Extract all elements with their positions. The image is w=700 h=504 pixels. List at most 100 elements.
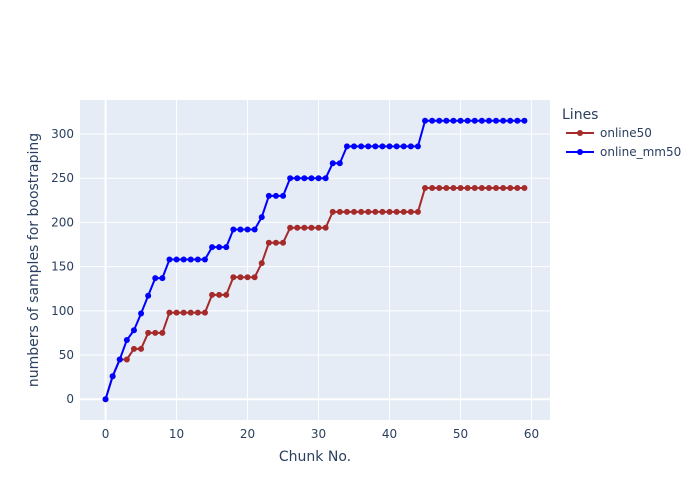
data-point <box>258 214 265 221</box>
legend-marker <box>577 149 583 155</box>
data-point <box>230 274 237 281</box>
data-point <box>500 117 507 124</box>
data-point <box>194 309 201 316</box>
data-point <box>251 226 258 233</box>
data-point <box>308 175 315 182</box>
data-point <box>351 208 358 215</box>
data-point <box>230 226 237 233</box>
data-point <box>365 208 372 215</box>
data-point <box>272 239 279 246</box>
data-point <box>429 117 436 124</box>
data-point <box>400 143 407 150</box>
data-point <box>386 208 393 215</box>
data-point <box>329 208 336 215</box>
data-point <box>237 226 244 233</box>
data-point <box>379 143 386 150</box>
x-tick-label: 30 <box>311 427 326 441</box>
data-point <box>287 224 294 231</box>
data-point <box>322 224 329 231</box>
data-point <box>130 327 137 334</box>
data-point <box>152 275 159 282</box>
data-point <box>429 184 436 191</box>
plot-area-background <box>80 100 550 420</box>
data-point <box>329 160 336 167</box>
legend-items: online50 online_mm50 <box>566 126 681 159</box>
data-point <box>457 184 464 191</box>
data-point <box>194 256 201 263</box>
data-point <box>393 143 400 150</box>
data-point <box>379 208 386 215</box>
data-point <box>478 184 485 191</box>
data-point <box>308 224 315 231</box>
legend-title: Lines <box>562 107 598 123</box>
x-tick-label: 20 <box>240 427 255 441</box>
data-point <box>336 208 343 215</box>
data-point <box>301 175 308 182</box>
data-point <box>209 291 216 298</box>
series-online_mm50 <box>102 117 528 403</box>
data-point <box>123 356 130 363</box>
data-point <box>116 356 123 363</box>
x-tick-label: 10 <box>169 427 184 441</box>
data-point <box>173 256 180 263</box>
data-point <box>365 143 372 150</box>
data-point <box>166 256 173 263</box>
data-point <box>443 184 450 191</box>
x-tick-label: 60 <box>524 427 539 441</box>
data-point <box>407 143 414 150</box>
legend: Lines online50 online_mm50 <box>562 107 681 159</box>
data-point <box>422 117 429 124</box>
data-point <box>521 184 528 191</box>
data-point <box>485 184 492 191</box>
legend-marker <box>577 130 583 136</box>
data-point <box>436 117 443 124</box>
x-tick-label: 0 <box>102 427 110 441</box>
data-point <box>336 160 343 167</box>
data-point <box>315 175 322 182</box>
series-online50 <box>102 184 528 403</box>
data-point <box>244 274 251 281</box>
series-layer <box>102 117 528 403</box>
data-point <box>358 208 365 215</box>
y-tick-label: 150 <box>51 260 74 274</box>
data-point <box>145 329 152 336</box>
x-tick-label: 40 <box>382 427 397 441</box>
data-point <box>138 310 145 317</box>
y-tick-label: 0 <box>66 392 74 406</box>
data-point <box>315 224 322 231</box>
y-tick-label: 100 <box>51 304 74 318</box>
legend-label: online_mm50 <box>600 145 681 159</box>
y-tick-label: 200 <box>51 215 74 229</box>
data-point <box>138 345 145 352</box>
data-point <box>351 143 358 150</box>
data-point <box>443 117 450 124</box>
data-point <box>400 208 407 215</box>
data-point <box>173 309 180 316</box>
tick-label-layer: 0 10 20 30 40 50 60 0 50 100 150 200 250 300 <box>51 127 539 441</box>
data-point <box>265 192 272 199</box>
data-point <box>272 192 279 199</box>
data-point <box>301 224 308 231</box>
data-point <box>287 175 294 182</box>
data-point <box>145 292 152 299</box>
data-point <box>457 117 464 124</box>
data-point <box>471 117 478 124</box>
data-point <box>216 244 223 251</box>
data-point <box>180 256 187 263</box>
data-point <box>294 224 301 231</box>
data-point <box>471 184 478 191</box>
data-point <box>493 117 500 124</box>
data-point <box>152 329 159 336</box>
x-tick-label: 50 <box>453 427 468 441</box>
data-point <box>280 192 287 199</box>
data-point <box>514 184 521 191</box>
data-point <box>209 244 216 251</box>
data-point <box>244 226 251 233</box>
data-point <box>386 143 393 150</box>
data-point <box>478 117 485 124</box>
data-point <box>180 309 187 316</box>
data-point <box>372 208 379 215</box>
data-point <box>393 208 400 215</box>
